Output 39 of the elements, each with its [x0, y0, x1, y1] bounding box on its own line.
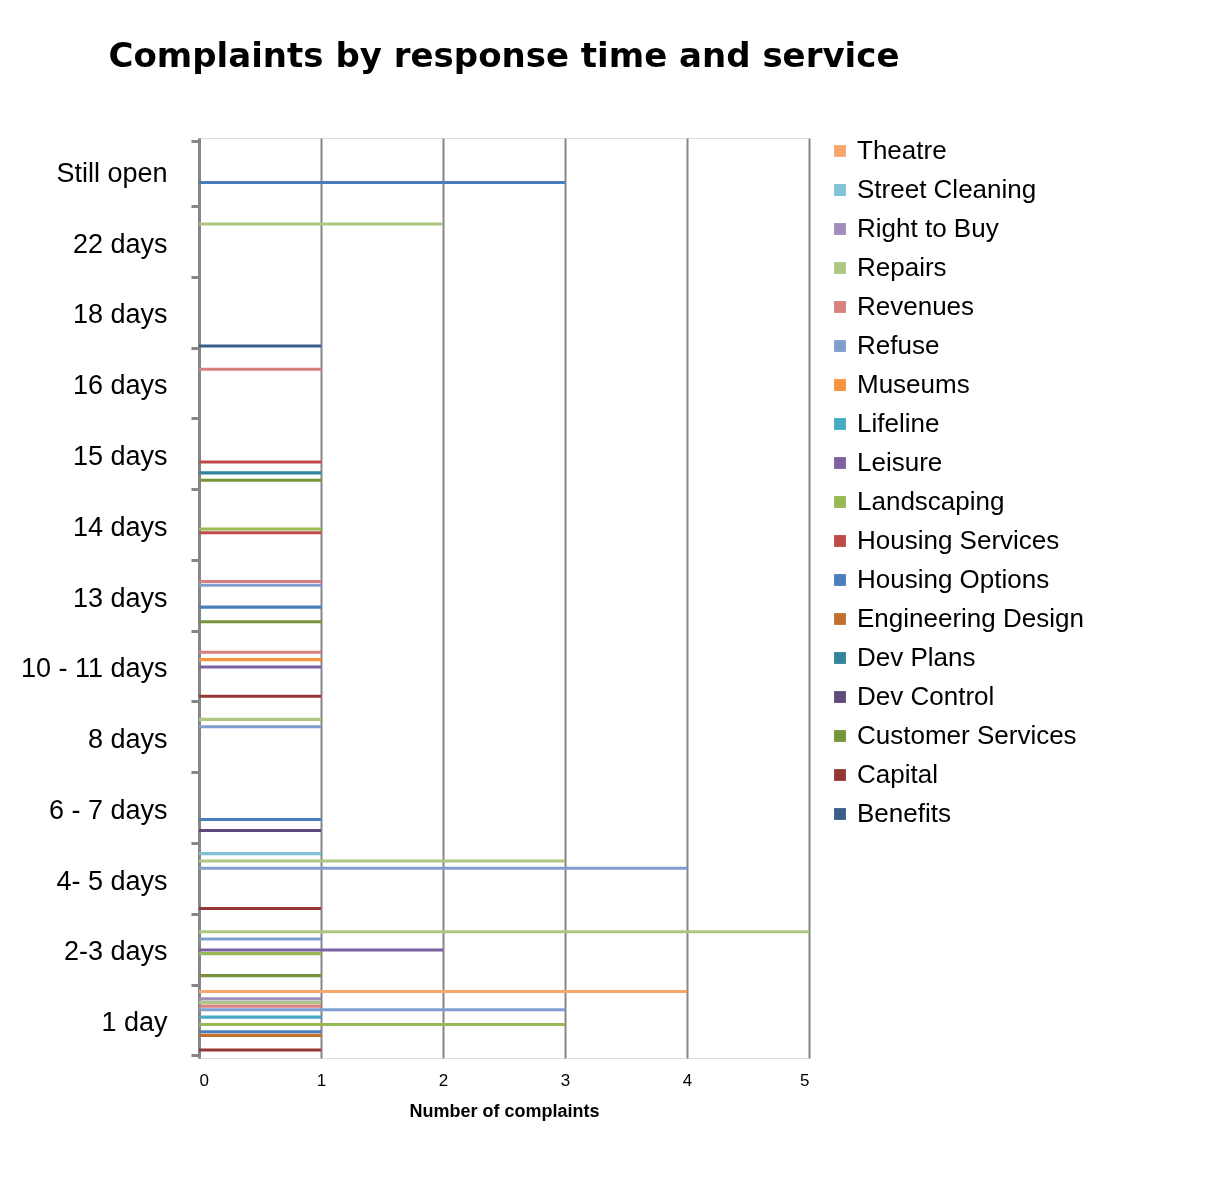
legend-label: Housing Options — [857, 564, 1050, 594]
legend-label: Dev Control — [857, 681, 995, 711]
legend-label: Revenues — [857, 291, 975, 321]
y-tick-label: 2-3 days — [63, 936, 168, 967]
chart-title: Complaints by response time and service — [108, 35, 900, 75]
legend-label: Engineering Design — [857, 603, 1084, 633]
y-tick-label: 10 - 11 days — [20, 653, 168, 684]
legend-label: Dev Plans — [857, 642, 976, 672]
x-tick-label: 2 — [438, 1070, 449, 1090]
legend-label: Theatre — [857, 135, 947, 165]
y-tick-label: 15 days — [72, 440, 168, 471]
legend-label: Landscaping — [857, 486, 1005, 516]
x-tick-label: 4 — [682, 1070, 693, 1090]
x-axis-title: Number of complaints — [409, 1100, 600, 1121]
legend-label: Refuse — [857, 330, 940, 360]
legend-label: Museums — [857, 369, 970, 399]
y-tick-label: 22 days — [72, 228, 168, 259]
legend-label: Lifeline — [857, 408, 940, 438]
y-tick-label: 14 days — [72, 511, 168, 542]
x-tick-label: 0 — [199, 1070, 209, 1090]
legend-label: Right to Buy — [857, 213, 999, 243]
legend-label: Housing Services — [857, 525, 1060, 555]
legend-label: Customer Services — [857, 720, 1077, 750]
legend-label: Leisure — [857, 447, 943, 477]
y-tick-label: 8 days — [87, 724, 168, 755]
y-tick-label: 13 days — [72, 582, 168, 613]
y-tick-label: 16 days — [72, 370, 168, 401]
y-tick-label: 6 - 7 days — [48, 794, 168, 825]
y-tick-label: 4- 5 days — [56, 865, 168, 896]
y-tick-label: 1 day — [101, 1007, 168, 1038]
legend-label: Capital — [857, 759, 938, 789]
legend-label: Street Cleaning — [857, 174, 1037, 204]
y-tick-label: 18 days — [72, 299, 168, 330]
x-tick-label: 1 — [316, 1070, 327, 1090]
x-tick-label: 5 — [800, 1070, 810, 1090]
legend-label: Benefits — [857, 798, 951, 828]
x-tick-label: 3 — [560, 1070, 571, 1090]
legend-label: Repairs — [857, 252, 947, 282]
y-tick-label: Still open — [56, 157, 168, 188]
